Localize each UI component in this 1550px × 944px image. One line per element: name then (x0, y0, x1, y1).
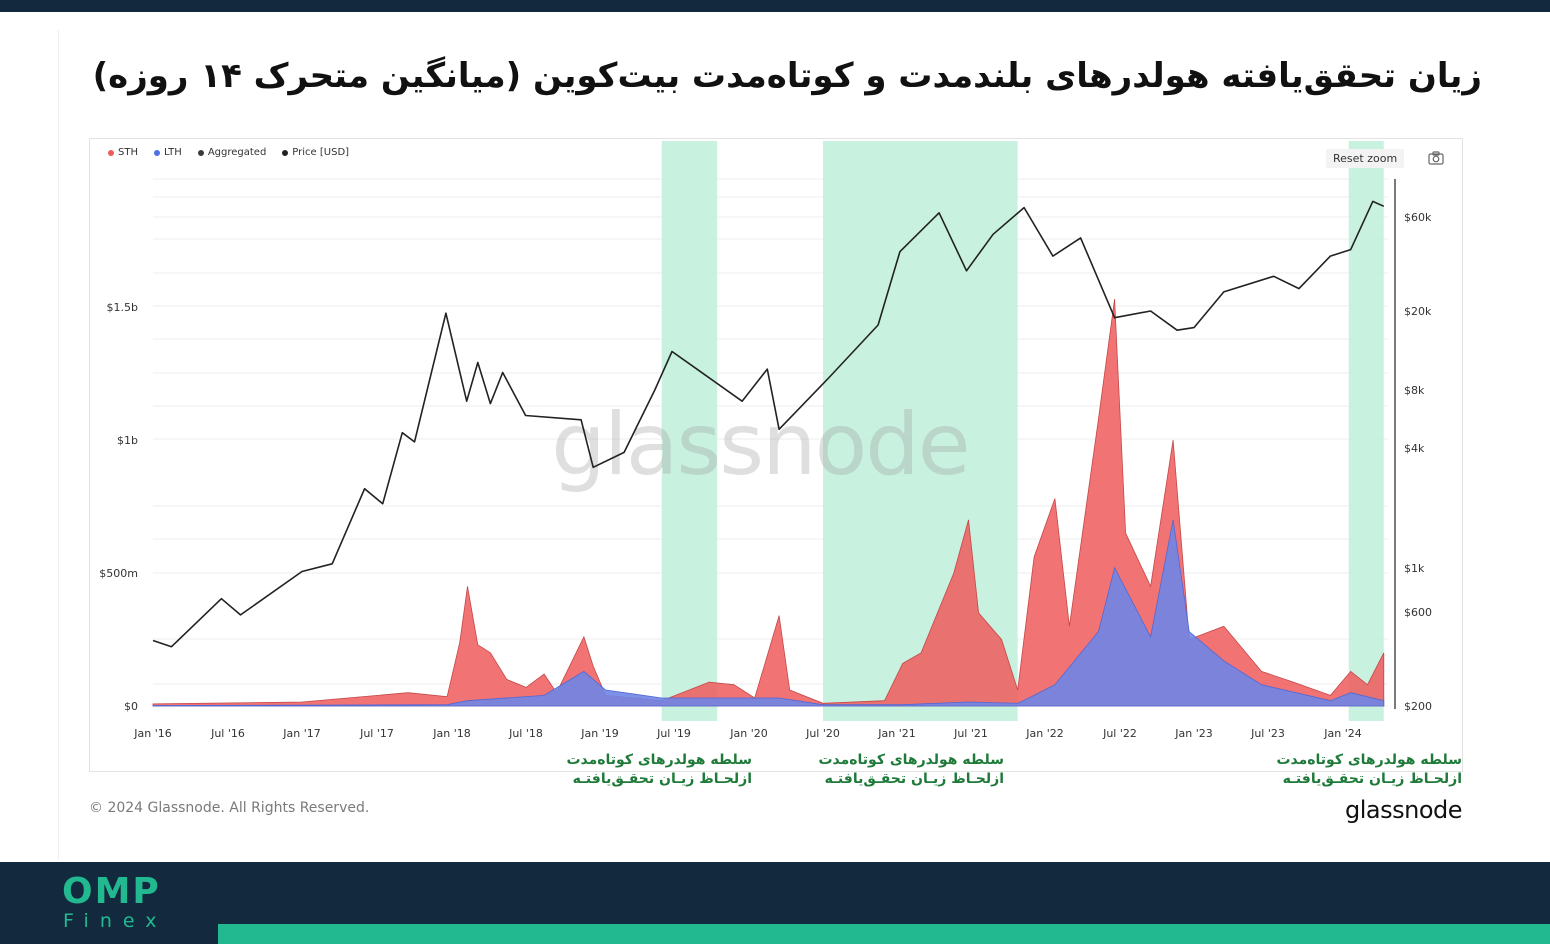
legend-dot-icon (197, 149, 204, 156)
annotation-caption-3: سلطه هولدرهای کوتاه‌مدت ازلحـاظ زیـان تح… (1270, 751, 1462, 789)
divider (58, 30, 59, 860)
sth-area (152, 298, 1385, 707)
legend-label: STH (118, 147, 138, 158)
x-tick-label: Jul '16 (210, 727, 245, 740)
x-tick-label: Jul '20 (805, 727, 840, 740)
y-right-tick-label: $200 (1404, 700, 1432, 713)
highlight-band (661, 141, 718, 721)
x-tick-label: Jul '19 (656, 727, 691, 740)
caption-line: ازلحـاظ زیـان تحقـق‌یافتـه (1282, 771, 1462, 787)
y-left-tick-label: $0 (124, 700, 138, 713)
x-tick-label: Jan '23 (1174, 727, 1212, 740)
caption-line: سلطه هولدرهای کوتاه‌مدت (1276, 752, 1462, 768)
highlight-band (1348, 141, 1384, 721)
y-right-tick-label: $1k (1404, 562, 1425, 575)
y-left-tick-label: $500m (99, 567, 138, 580)
top-bar (0, 0, 1550, 12)
chart-plot: glassnode Jan '16 Jul '16 Jan '17 Jul '17 Jan… (99, 141, 1432, 740)
y-left-tick-label: $1b (117, 434, 138, 447)
reset-zoom-button[interactable]: Reset zoom (1326, 149, 1405, 168)
y-right-tick-label: $20k (1404, 305, 1432, 318)
copyright-text: © 2024 Glassnode. All Rights Reserved. (89, 800, 370, 816)
chart-legend: STH LTH Aggregated Price [USD] (108, 147, 349, 158)
y-right-tick-label: $4k (1404, 442, 1425, 455)
x-tick-label: Jan '20 (729, 727, 767, 740)
y-right-tick-label: $600 (1404, 606, 1432, 619)
legend-item-price[interactable]: Price [USD] (282, 147, 349, 158)
legend-label: LTH (163, 147, 182, 158)
caption-line: ازلحـاظ زیـان تحقـق‌یافتـه (572, 771, 752, 787)
annotation-caption-2: سلطه هولدرهای کوتاه‌مدت ازلحـاظ زیـان تح… (812, 751, 1004, 789)
x-tick-label: Jan '22 (1025, 727, 1063, 740)
x-tick-label: Jan '17 (282, 727, 320, 740)
glassnode-logo: glassnode (1344, 796, 1463, 824)
legend-item-lth[interactable]: LTH (153, 147, 182, 158)
footer-bar: OMP Finex (0, 862, 1550, 944)
x-tick-label: Jul '23 (1250, 727, 1285, 740)
y-right-tick-label: $60k (1404, 211, 1432, 224)
legend-dot-icon (108, 149, 114, 156)
chart-card: glassnode Jan '16 Jul '16 Jan '17 Jul '17 Jan… (89, 138, 1463, 772)
omp-logo: OMP (62, 871, 161, 912)
legend-dot-icon (282, 149, 289, 156)
x-tick-label: Jul '18 (508, 727, 543, 740)
y-left-tick-label: $1.5b (107, 301, 138, 314)
x-tick-label: Jan '21 (877, 727, 915, 740)
legend-item-sth[interactable]: STH (108, 147, 138, 158)
legend-item-aggregated[interactable]: Aggregated (197, 147, 267, 158)
x-tick-label: Jan '16 (133, 727, 171, 740)
x-tick-label: Jul '17 (359, 727, 394, 740)
finex-logo: Finex (63, 910, 168, 932)
x-tick-label: Jan '24 (1323, 727, 1361, 740)
x-tick-label: Jul '22 (1102, 727, 1137, 740)
price-line (152, 200, 1385, 648)
page-title: زیان تحقق‌یافته هولدرهای بلندمدت و کوتاه… (92, 56, 1482, 96)
footer-accent-bar (218, 924, 1550, 944)
x-tick-label: Jan '19 (580, 727, 618, 740)
lth-area (152, 519, 1385, 707)
x-tick-label: Jan '18 (432, 727, 470, 740)
legend-label: Price [USD] (292, 147, 350, 158)
legend-label: Aggregated (207, 147, 267, 158)
y-right-tick-label: $8k (1404, 384, 1425, 397)
x-tick-label: Jul '21 (953, 727, 988, 740)
caption-line: ازلحـاظ زیـان تحقـق‌یافتـه (824, 771, 1004, 787)
caption-line: سلطه هولدرهای کوتاه‌مدت (818, 752, 1004, 768)
watermark: glassnode (551, 395, 968, 495)
camera-icon[interactable] (1428, 151, 1444, 165)
annotation-caption-1: سلطه هولدرهای کوتاه‌مدت ازلحـاظ زیـان تح… (560, 751, 752, 789)
legend-dot-icon (153, 149, 160, 156)
caption-line: سلطه هولدرهای کوتاه‌مدت (566, 752, 752, 768)
